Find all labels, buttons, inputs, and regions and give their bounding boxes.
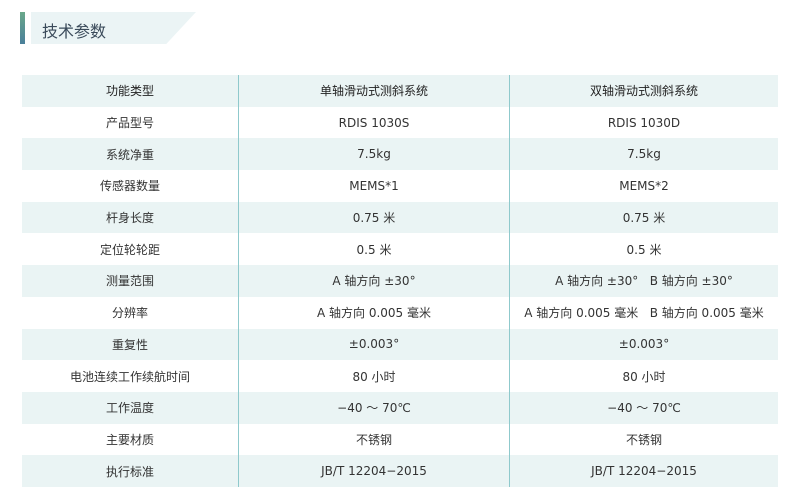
accent-bar xyxy=(20,12,25,44)
cell-value: −40 ～ 70℃ xyxy=(509,391,778,424)
cell-value: A 轴方向 ±30° B 轴方向 ±30° xyxy=(509,265,778,297)
cell-value: A 轴方向 0.005 毫米 xyxy=(238,296,510,329)
cell-value: 7.5kg xyxy=(238,138,510,171)
row-label: 测量范围 xyxy=(22,265,239,297)
cell-value: 不锈钢 xyxy=(238,423,510,456)
cell-value: 0.75 米 xyxy=(509,201,778,234)
header-cell: 功能类型 xyxy=(22,75,239,107)
spec-table: 功能类型 单轴滑动式测斜系统 双轴滑动式测斜系统 产品型号 RDIS 1030S R… xyxy=(22,75,778,487)
section-header: 技术参数 xyxy=(20,12,196,44)
table-header-row: 功能类型 单轴滑动式测斜系统 双轴滑动式测斜系统 xyxy=(22,75,778,107)
cell-value: A 轴方向 0.005 毫米 B 轴方向 0.005 毫米 xyxy=(509,296,778,329)
header-cell: 双轴滑动式测斜系统 xyxy=(509,75,778,107)
row-label: 工作温度 xyxy=(22,391,239,424)
cell-value: JB/T 12204−2015 xyxy=(238,455,510,487)
cell-value: 不锈钢 xyxy=(509,423,778,456)
row-label: 杆身长度 xyxy=(22,201,239,234)
cell-value: MEMS*1 xyxy=(238,170,510,202)
row-label: 传感器数量 xyxy=(99,179,160,194)
table-row: 主要材质 不锈钢 不锈钢 xyxy=(22,423,778,456)
cell-value: 0.5 米 xyxy=(238,233,510,266)
cell-value: −40 ～ 70℃ xyxy=(238,391,510,424)
table-row: 执行标准 JB/T 12204−2015 JB/T 12204−2015 xyxy=(22,455,778,487)
table-row: 定位轮轮距 0.5 米 0.5 米 xyxy=(22,233,778,266)
table-row: 系统净重 7.5kg 7.5kg xyxy=(22,138,778,171)
table-row: 产品型号 RDIS 1030S RDIS 1030D xyxy=(22,106,778,139)
row-label: 定位轮轮距 xyxy=(99,242,160,257)
row-label: 执行标准 xyxy=(22,455,239,487)
cell-value: ±0.003° xyxy=(509,328,778,361)
cell-value: RDIS 1030S xyxy=(238,106,510,139)
cell-value: 80 小时 xyxy=(238,360,510,392)
header-cell: 单轴滑动式测斜系统 xyxy=(238,75,510,107)
row-label: 重复性 xyxy=(22,328,239,361)
table-row: 工作温度 −40 ～ 70℃ −40 ～ 70℃ xyxy=(22,391,778,424)
table-row: 重复性 ±0.003° ±0.003° xyxy=(22,328,778,361)
cell-value: JB/T 12204−2015 xyxy=(509,455,778,487)
table-row: 测量范围 A 轴方向 ±30° A 轴方向 ±30° B 轴方向 ±30° xyxy=(22,265,778,297)
cell-value: ±0.003° xyxy=(238,328,510,361)
row-label: 电池连续工作续航时间 xyxy=(69,369,190,384)
row-label: 系统净重 xyxy=(22,138,239,171)
cell-value: 80 小时 xyxy=(509,360,778,392)
cell-value: 0.75 米 xyxy=(238,201,510,234)
table-row: 分辨率 A 轴方向 0.005 毫米 A 轴方向 0.005 毫米 B 轴方向 0.… xyxy=(22,296,778,329)
row-label: 分辨率 xyxy=(111,306,148,321)
table-row: 传感器数量 MEMS*1 MEMS*2 xyxy=(22,170,778,202)
table-row: 杆身长度 0.75 米 0.75 米 xyxy=(22,201,778,234)
section-title: 技术参数 xyxy=(42,22,107,41)
cell-value: 0.5 米 xyxy=(509,233,778,266)
cell-value: RDIS 1030D xyxy=(509,106,778,139)
table-row: 电池连续工作续航时间 80 小时 80 小时 xyxy=(22,360,778,392)
row-label: 主要材质 xyxy=(105,432,154,447)
cell-value: 7.5kg xyxy=(509,138,778,171)
title-background xyxy=(31,12,196,44)
cell-value: A 轴方向 ±30° xyxy=(238,265,510,297)
row-label: 产品型号 xyxy=(105,116,154,131)
cell-value: MEMS*2 xyxy=(509,170,778,202)
